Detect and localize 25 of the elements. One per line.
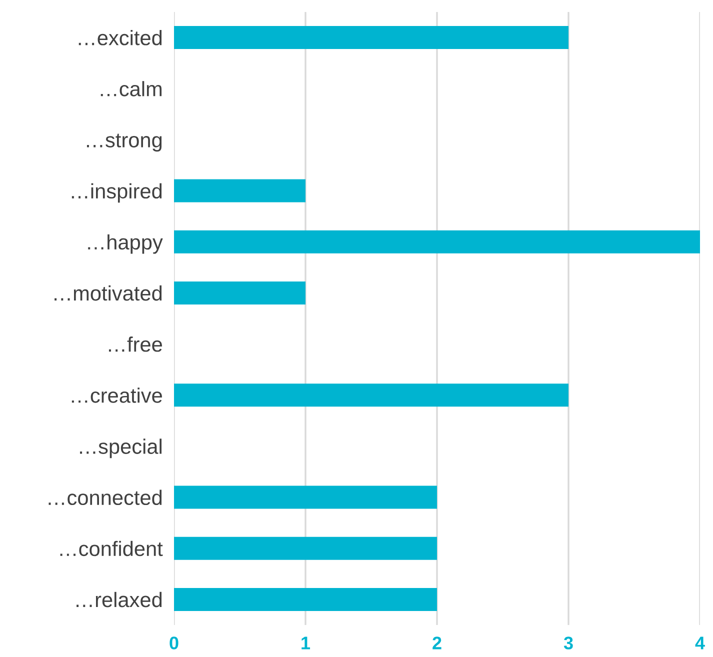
y-tick-label: …strong <box>86 134 162 152</box>
y-tick-label: …free <box>108 336 162 352</box>
bar <box>174 179 306 202</box>
x-tick-label: 4 <box>695 636 705 650</box>
y-tick-label: …relaxed <box>76 592 162 608</box>
y-tick-label: …creative <box>72 388 162 403</box>
y-tick-label: …inspired <box>72 183 162 203</box>
y-tick-label: …excited <box>78 30 162 46</box>
y-tick-label: …connected <box>48 490 162 506</box>
y-tick-label: …happy <box>88 234 163 254</box>
bar <box>174 281 306 304</box>
x-tick-label: 1 <box>302 636 310 650</box>
bar <box>174 230 700 254</box>
bar <box>174 384 568 407</box>
bar <box>174 26 568 50</box>
bar <box>174 486 437 509</box>
y-tick-label: …confident <box>60 540 163 556</box>
bar <box>174 588 437 611</box>
x-tick-label: 0 <box>170 636 178 650</box>
x-tick-label: 2 <box>432 636 442 650</box>
bar <box>174 536 437 560</box>
y-tick-label: …calm <box>100 81 162 96</box>
y-tick-label: …special <box>80 438 162 458</box>
x-tick-label: 3 <box>564 636 573 650</box>
y-tick-label: …motivated <box>54 285 162 301</box>
